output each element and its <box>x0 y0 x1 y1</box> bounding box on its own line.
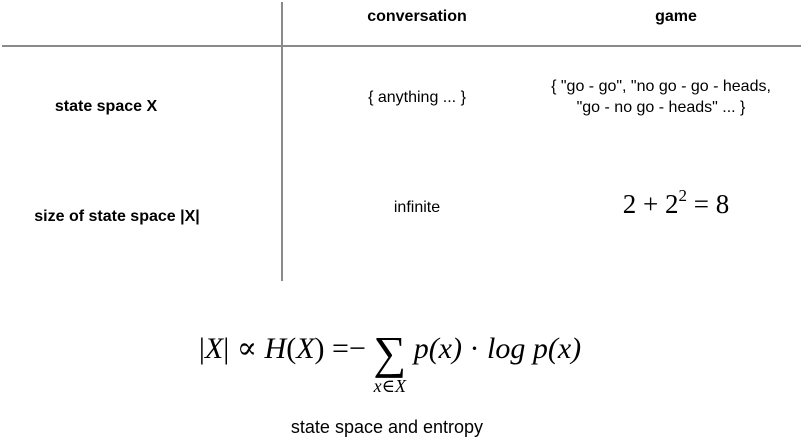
cell-game-size-formula: 2 + 22 = 8 <box>596 186 756 220</box>
formula-equals: = <box>332 331 349 365</box>
cell-game-state-space: { "go - go", "no go - go - heads, "go - … <box>521 76 801 118</box>
cell-conversation-size: infinite <box>393 199 441 216</box>
formula-p2: p <box>532 331 548 365</box>
formula-x-arg1: (x) <box>428 331 462 365</box>
formula-paren-open: ( <box>286 331 297 365</box>
game-formula-base1: 2 <box>622 189 637 219</box>
formula-minus: − <box>348 331 366 365</box>
formula-cdot: · <box>469 331 480 365</box>
game-formula-plus: + <box>643 189 659 219</box>
cell-conversation-state-space: { anything ... } <box>368 89 466 106</box>
formula-abs-close: | <box>223 331 230 365</box>
formula-log: log <box>486 331 526 365</box>
row-label-size-of-state-space: size of state space |X| <box>34 208 200 225</box>
label-column-divider-line <box>281 2 283 281</box>
cell-game-state-space-line2: "go - no go - heads" ... } <box>576 99 746 116</box>
formula-propto: ∝ <box>236 331 258 365</box>
header-divider-line <box>2 45 801 47</box>
cell-game-state-space-line1: { "go - go", "no go - go - heads, <box>551 78 771 95</box>
col-header-conversation: conversation <box>367 8 467 25</box>
game-formula-exponent: 2 <box>678 186 688 205</box>
formula-x1: X <box>204 331 224 365</box>
formula-paren-close: ) <box>314 331 325 365</box>
formula-abs-open: | <box>198 331 205 365</box>
col-header-game: game <box>655 8 697 25</box>
formula-x-arg2: (x) <box>547 331 582 365</box>
game-formula-base2: 2 <box>665 189 679 219</box>
row-label-state-space: state space X <box>54 98 158 115</box>
formula-p1: p <box>413 331 429 365</box>
formula-h: H <box>264 331 287 365</box>
game-formula-equals: = <box>693 189 709 219</box>
formula-sum: ∑ x∈X <box>373 327 407 397</box>
formula-sum-symbol: ∑ <box>373 327 407 378</box>
game-formula-result: 8 <box>715 189 730 219</box>
entropy-formula: |X| ∝ H(X) =− ∑ x∈X p(x) · log p(x) <box>150 318 630 397</box>
figure-caption: state space and entropy <box>290 417 484 437</box>
formula-sum-subscript: x∈X <box>373 376 406 396</box>
formula-x2: X <box>296 331 315 365</box>
